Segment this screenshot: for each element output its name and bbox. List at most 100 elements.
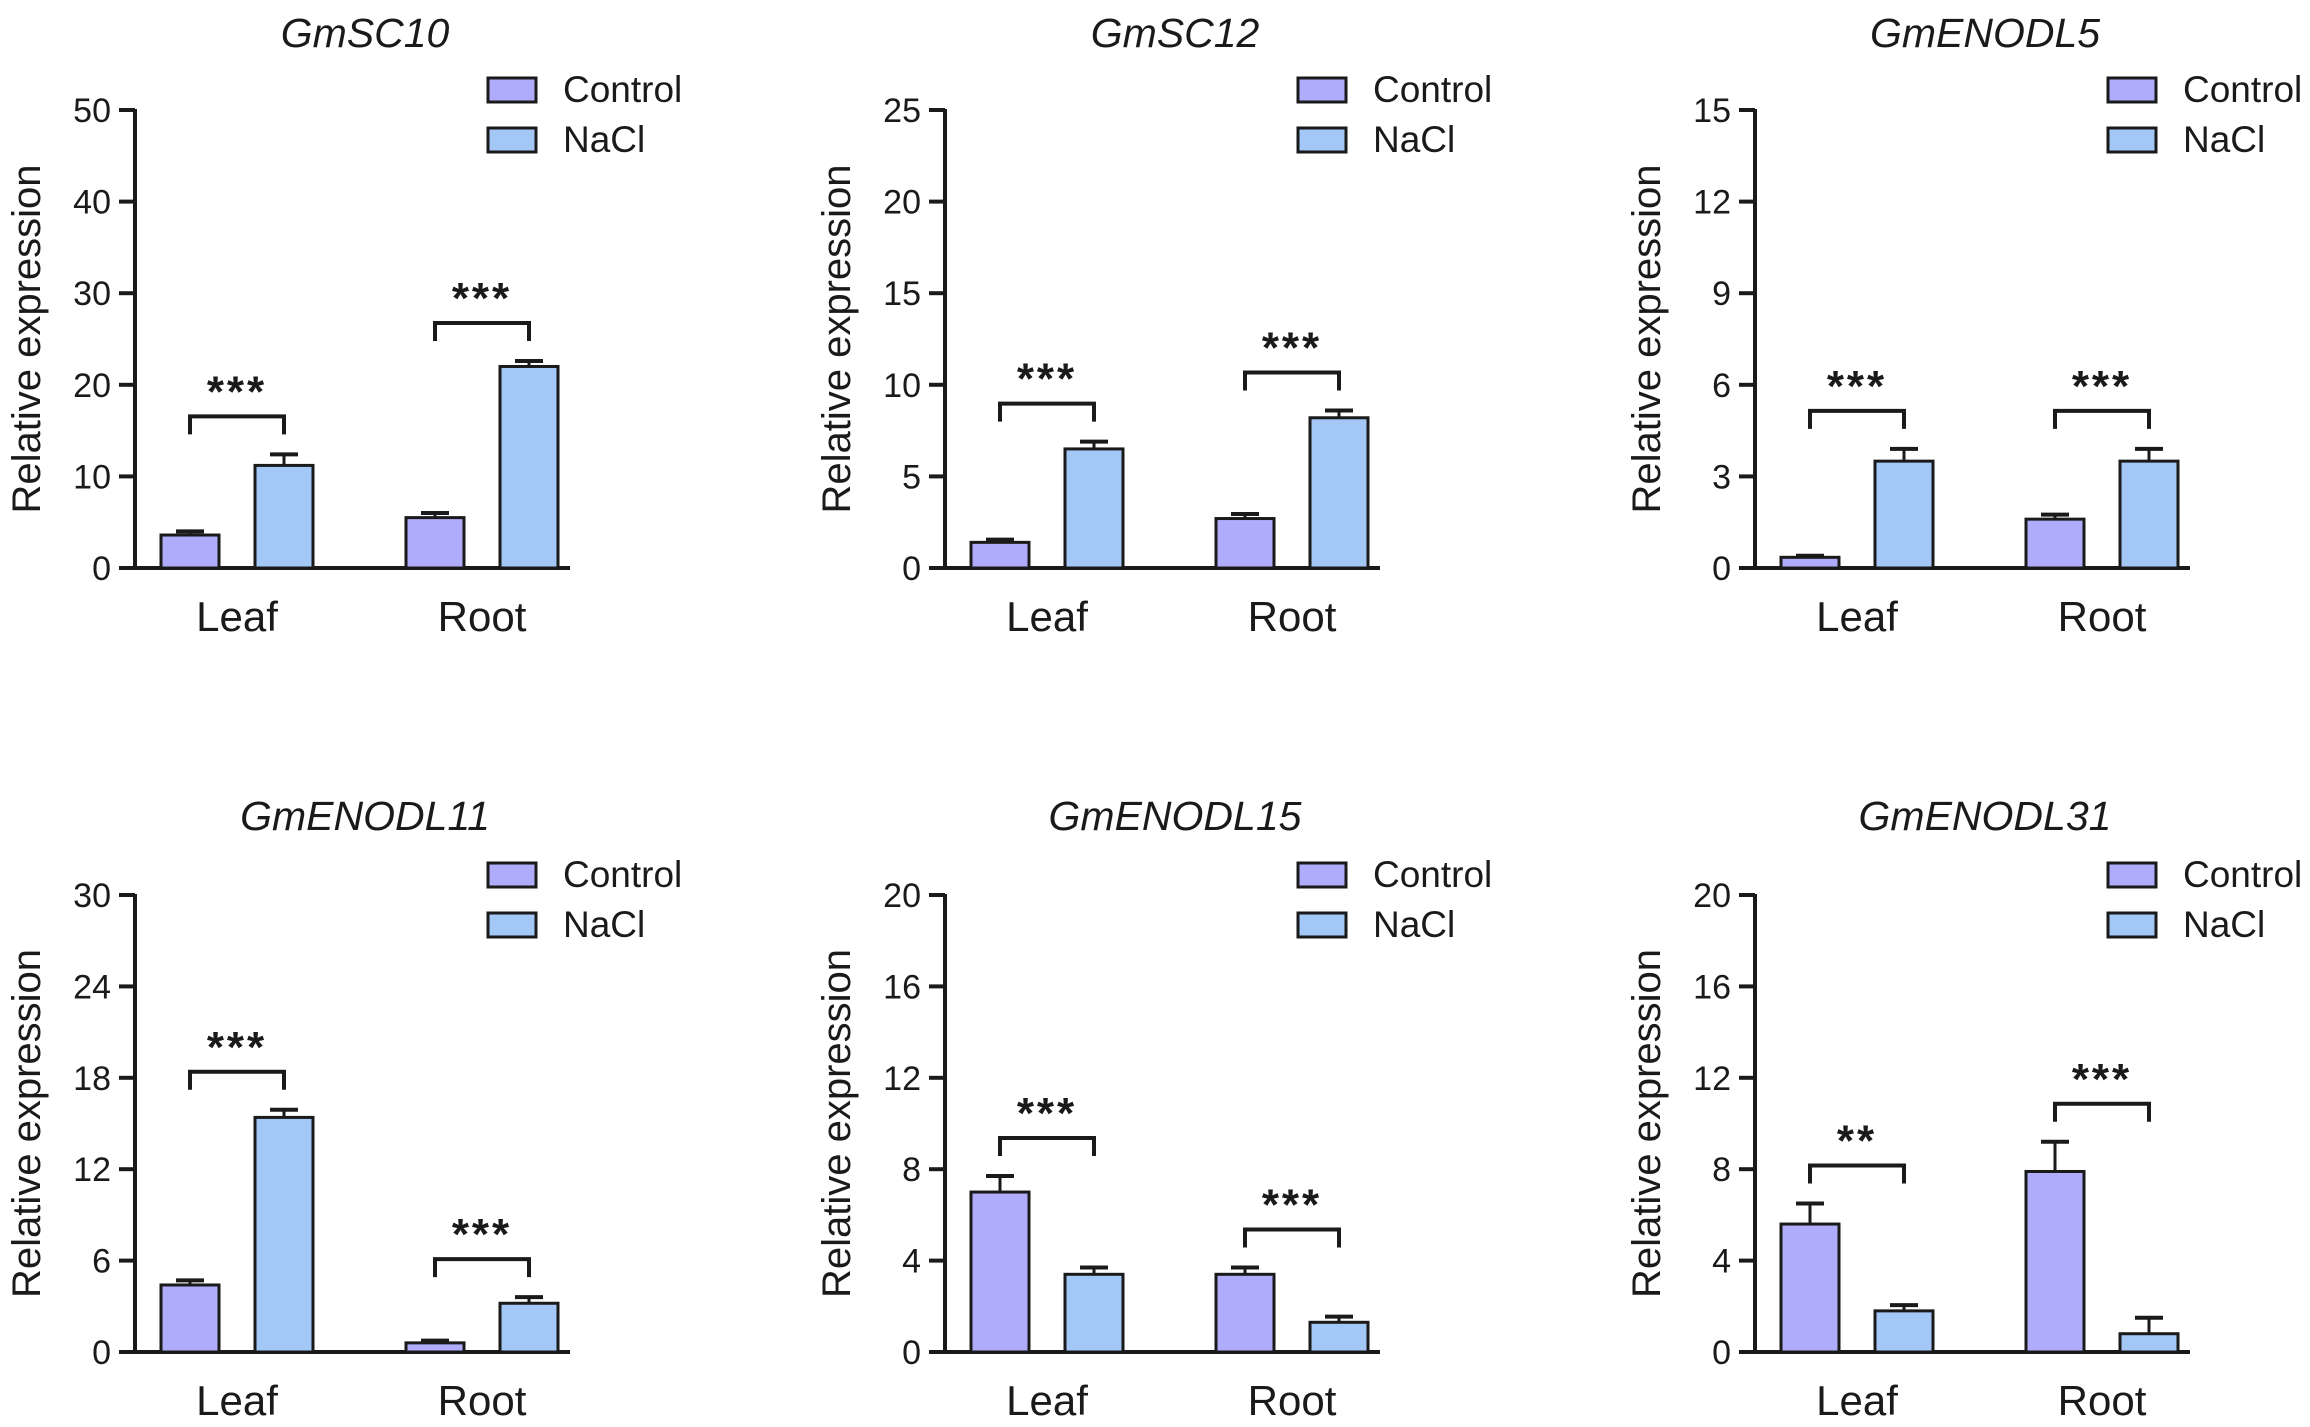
x-tick-label: Leaf: [196, 1377, 278, 1424]
significance-label: ***: [1262, 323, 1322, 372]
y-tick-label: 16: [883, 968, 921, 1006]
bar-nacl-root: [2118, 459, 2180, 570]
bar-control-leaf: [969, 540, 1031, 570]
significance-bracket: [1808, 408, 1906, 429]
significance-label: ***: [2072, 362, 2132, 411]
legend-swatch-nacl: [486, 126, 538, 154]
x-tick-label: Leaf: [196, 593, 278, 640]
bar-control-leaf: [159, 533, 221, 570]
bar-nacl-leaf: [253, 1115, 315, 1354]
significance-label: ***: [207, 367, 267, 416]
significance-label: ***: [207, 1023, 267, 1072]
y-tick-label: 10: [73, 458, 111, 496]
bar-control-root: [1214, 517, 1276, 570]
y-tick-label: 10: [883, 367, 921, 405]
bar-nacl-root: [1308, 416, 1370, 570]
y-tick-label: 16: [1693, 968, 1731, 1006]
y-tick-label: 6: [1712, 367, 1731, 405]
significance-bracket: [1808, 1163, 1906, 1184]
legend-label-control: Control: [563, 69, 682, 110]
chart-panel-6: GmENODL31 Relative expression 0 4 8 12 16 20 ** L…: [1625, 793, 2302, 1424]
bar-nacl-leaf: [1873, 459, 1935, 570]
legend-swatch-control: [1296, 76, 1348, 104]
legend-label-nacl: NaCl: [1373, 119, 1455, 160]
legend-swatch-nacl: [486, 911, 538, 939]
legend: Control NaCl: [486, 69, 682, 160]
legend-swatch-control: [1296, 861, 1348, 889]
significance-label: ***: [452, 1210, 512, 1259]
legend-label-nacl: NaCl: [2183, 119, 2265, 160]
legend-swatch-nacl: [2106, 911, 2158, 939]
y-axis-title: Relative expression: [1625, 949, 1669, 1298]
bar-nacl-root: [498, 364, 560, 570]
bar-nacl-leaf: [1063, 447, 1125, 570]
legend-swatch-control: [2106, 76, 2158, 104]
legend-swatch-nacl: [1296, 911, 1348, 939]
x-tick-label: Root: [2058, 1377, 2147, 1424]
bar-control-root: [1214, 1272, 1276, 1354]
x-tick-label: Root: [1248, 1377, 1337, 1424]
legend: Control NaCl: [1296, 854, 1492, 945]
bar-control-root: [2024, 517, 2086, 570]
chart-panel-5: GmENODL15 Relative expression 0 4 8 12 16 20 ***…: [815, 793, 1492, 1424]
x-tick-label: Leaf: [1816, 1377, 1898, 1424]
legend-label-control: Control: [1373, 854, 1492, 895]
significance-bracket: [2053, 408, 2151, 429]
y-tick-label: 30: [73, 877, 111, 915]
y-tick-label: 9: [1712, 275, 1731, 313]
y-tick-label: 8: [1712, 1151, 1731, 1189]
y-tick-label: 30: [73, 275, 111, 313]
significance-label: **: [1837, 1116, 1877, 1165]
chart-panel-2: GmSC12 Relative expression 0 5 10 15 20 25 *** Le…: [815, 10, 1492, 640]
x-tick-label: Leaf: [1006, 593, 1088, 640]
x-tick-label: Root: [438, 1377, 527, 1424]
significance-label: ***: [1017, 1089, 1077, 1138]
bar-control-leaf: [159, 1283, 221, 1354]
x-tick-label: Root: [2058, 593, 2147, 640]
chart-title: GmENODL31: [1859, 793, 2112, 839]
significance-bracket: [433, 1257, 531, 1278]
significance-bracket: [188, 414, 286, 435]
y-tick-label: 0: [1712, 1334, 1731, 1372]
y-tick-label: 6: [92, 1243, 111, 1281]
legend-label-control: Control: [1373, 69, 1492, 110]
y-tick-label: 0: [1712, 550, 1731, 588]
x-tick-label: Leaf: [1816, 593, 1898, 640]
legend-label-nacl: NaCl: [563, 119, 645, 160]
bar-nacl-root: [1308, 1320, 1370, 1354]
y-axis-title: Relative expression: [1625, 164, 1669, 513]
significance-bracket: [433, 320, 531, 341]
legend-swatch-control: [486, 76, 538, 104]
y-tick-label: 0: [92, 1334, 111, 1372]
chart-panel-1: GmSC10 Relative expression 0 10 20 30 40 50 *** L…: [5, 10, 682, 640]
y-tick-label: 20: [883, 877, 921, 915]
y-tick-label: 40: [73, 184, 111, 222]
x-tick-label: Root: [438, 593, 527, 640]
y-tick-label: 50: [73, 92, 111, 130]
bar-control-leaf: [1779, 1222, 1841, 1354]
y-tick-label: 3: [1712, 458, 1731, 496]
y-axis-title: Relative expression: [815, 949, 859, 1298]
y-tick-label: 18: [73, 1060, 111, 1098]
y-tick-label: 5: [902, 458, 921, 496]
bar-nacl-root: [2118, 1332, 2180, 1354]
legend-label-control: Control: [2183, 854, 2302, 895]
significance-label: ***: [452, 274, 512, 323]
chart-panel-4: GmENODL11 Relative expression 0 6 12 18 24 30 **…: [5, 793, 682, 1424]
legend-swatch-control: [486, 861, 538, 889]
bar-control-root: [404, 1341, 466, 1354]
y-tick-label: 20: [73, 367, 111, 405]
y-tick-label: 0: [902, 550, 921, 588]
y-tick-label: 24: [73, 968, 111, 1006]
legend: Control NaCl: [2106, 854, 2302, 945]
significance-bracket: [1243, 370, 1341, 391]
y-tick-label: 8: [902, 1151, 921, 1189]
bar-nacl-leaf: [1873, 1309, 1935, 1354]
chart-title: GmSC10: [281, 10, 450, 56]
significance-bracket: [1243, 1227, 1341, 1248]
chart-panel-3: GmENODL5 Relative expression 0 3 6 9 12 15 *** Le…: [1625, 10, 2302, 640]
y-axis-title: Relative expression: [815, 164, 859, 513]
legend: Control NaCl: [2106, 69, 2302, 160]
bar-nacl-root: [498, 1301, 560, 1354]
